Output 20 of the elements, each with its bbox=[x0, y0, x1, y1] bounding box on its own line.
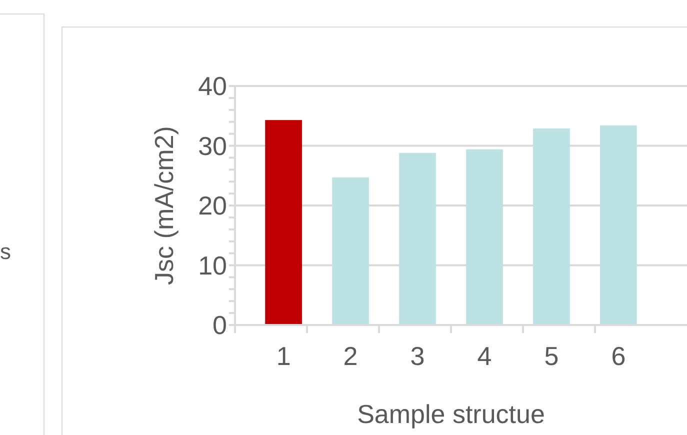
y-tick-label: 10 bbox=[198, 250, 227, 280]
bar bbox=[600, 125, 637, 325]
bar bbox=[265, 120, 302, 325]
x-tick-label: 4 bbox=[477, 341, 492, 371]
x-tick-label: 2 bbox=[343, 341, 358, 371]
x-tick-label: 5 bbox=[544, 341, 559, 371]
x-tick-label: 1 bbox=[276, 341, 291, 371]
bar bbox=[399, 152, 436, 325]
x-tick-label: 3 bbox=[410, 341, 425, 371]
bar bbox=[332, 177, 369, 325]
bar bbox=[466, 149, 503, 325]
y-tick-label: 30 bbox=[198, 130, 227, 161]
y-axis-title: Jsc (mA/cm2) bbox=[149, 126, 179, 285]
y-tick-label: 40 bbox=[198, 71, 227, 102]
text: s bbox=[0, 239, 11, 264]
bar bbox=[533, 128, 570, 325]
y-tick-label: 20 bbox=[198, 190, 227, 221]
x-axis-title: Sample structue bbox=[357, 399, 545, 429]
x-tick-label: 6 bbox=[611, 341, 626, 371]
y-tick-label: 0 bbox=[212, 310, 227, 340]
